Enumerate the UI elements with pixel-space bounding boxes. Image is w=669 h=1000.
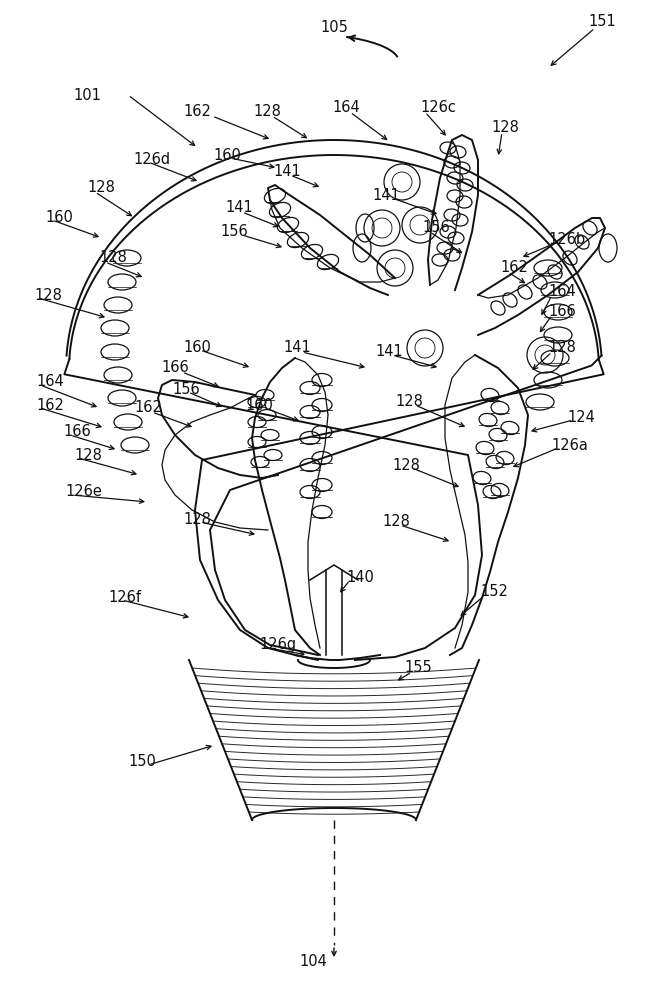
Text: 164: 164 xyxy=(332,101,361,115)
Text: 164: 164 xyxy=(37,374,64,389)
Text: 128: 128 xyxy=(75,448,103,462)
Text: 141: 141 xyxy=(284,340,312,356)
Text: 101: 101 xyxy=(74,88,102,103)
Text: 141: 141 xyxy=(225,200,254,216)
Text: 141: 141 xyxy=(373,188,401,202)
Text: 155: 155 xyxy=(405,660,432,676)
Text: 124: 124 xyxy=(567,410,595,426)
Text: 126d: 126d xyxy=(134,152,171,167)
Text: 160: 160 xyxy=(45,211,74,226)
Text: 128: 128 xyxy=(254,104,282,119)
Text: 126c: 126c xyxy=(420,101,456,115)
Text: 126b: 126b xyxy=(549,232,585,247)
Text: 128: 128 xyxy=(549,340,577,356)
Text: 166: 166 xyxy=(161,360,189,375)
Text: 152: 152 xyxy=(480,584,508,599)
Text: 128: 128 xyxy=(87,180,115,196)
Text: 141: 141 xyxy=(375,344,403,360)
Text: 162: 162 xyxy=(500,260,529,275)
Text: 151: 151 xyxy=(589,14,616,29)
Text: 150: 150 xyxy=(128,754,157,770)
Text: 128: 128 xyxy=(35,288,63,302)
Text: 128: 128 xyxy=(382,514,410,530)
Text: 156: 156 xyxy=(220,225,248,239)
Text: 166: 166 xyxy=(64,424,91,440)
Text: 128: 128 xyxy=(99,250,127,265)
Text: 128: 128 xyxy=(393,458,421,473)
Text: 162: 162 xyxy=(183,104,211,119)
Text: 128: 128 xyxy=(183,512,211,528)
Text: 126g: 126g xyxy=(260,638,296,652)
Text: 160: 160 xyxy=(183,340,211,356)
Text: 140: 140 xyxy=(347,570,375,585)
Text: 162: 162 xyxy=(134,400,163,416)
Text: 160: 160 xyxy=(213,147,242,162)
Text: 160: 160 xyxy=(246,397,274,412)
Text: 156: 156 xyxy=(172,382,200,397)
Text: 162: 162 xyxy=(37,397,65,412)
Text: 126a: 126a xyxy=(552,438,589,452)
Text: 104: 104 xyxy=(300,954,328,970)
Text: 166: 166 xyxy=(549,304,576,320)
Text: 164: 164 xyxy=(549,284,576,300)
Text: 141: 141 xyxy=(274,164,302,180)
Text: 156: 156 xyxy=(423,221,450,235)
Text: 128: 128 xyxy=(395,394,423,410)
Text: 126f: 126f xyxy=(108,590,141,605)
Text: 105: 105 xyxy=(320,20,349,35)
Text: 128: 128 xyxy=(492,120,520,135)
Text: 126e: 126e xyxy=(66,485,102,499)
